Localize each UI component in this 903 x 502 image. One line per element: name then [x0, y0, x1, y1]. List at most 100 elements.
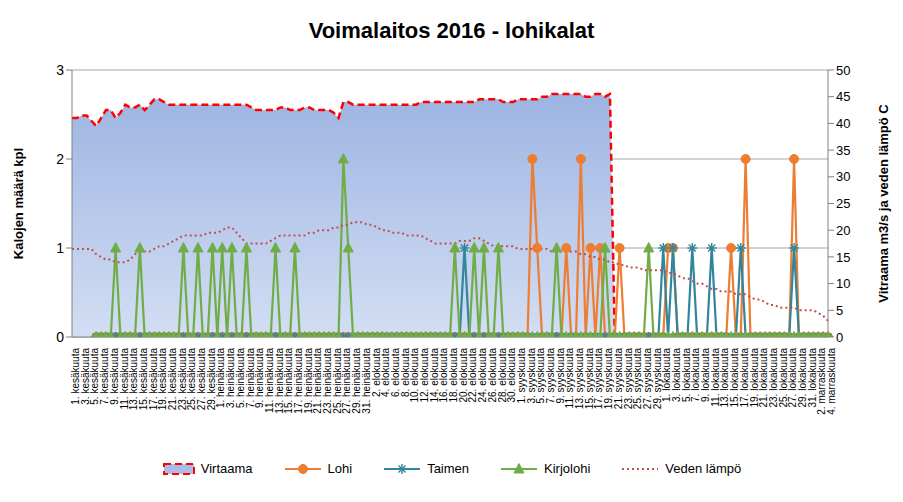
svg-text:15. syyskuuta: 15. syyskuuta — [583, 348, 595, 410]
svg-text:6. elokuuta: 6. elokuuta — [389, 348, 401, 397]
svg-text:1. kesäkuuta: 1. kesäkuuta — [70, 348, 82, 405]
svg-text:5: 5 — [836, 303, 843, 318]
svg-text:11. kesäkuuta: 11. kesäkuuta — [118, 348, 130, 410]
svg-text:35: 35 — [836, 143, 850, 158]
svg-text:18. elokuuta: 18. elokuuta — [448, 348, 460, 403]
svg-text:21. heinäkuuta: 21. heinäkuuta — [312, 348, 324, 414]
svg-text:19. kesäkuuta: 19. kesäkuuta — [157, 348, 169, 411]
svg-text:15. heinäkuuta: 15. heinäkuuta — [283, 348, 295, 414]
svg-text:21. lokakuuta: 21. lokakuuta — [758, 348, 770, 408]
svg-text:10. elokuuta: 10. elokuuta — [409, 348, 421, 403]
svg-text:29. heinäkuuta: 29. heinäkuuta — [351, 348, 363, 414]
svg-text:24. elokuuta: 24. elokuuta — [477, 348, 489, 403]
svg-text:8. elokuuta: 8. elokuuta — [399, 348, 411, 397]
svg-text:3. heinäkuuta: 3. heinäkuuta — [225, 348, 237, 409]
svg-text:0: 0 — [56, 329, 64, 345]
svg-text:27. kesäkuuta: 27. kesäkuuta — [196, 348, 208, 411]
svg-text:15. kesäkuuta: 15. kesäkuuta — [137, 348, 149, 411]
svg-text:17. heinäkuuta: 17. heinäkuuta — [293, 348, 304, 414]
svg-text:Vitraama m3/s ja veden lämpö C: Vitraama m3/s ja veden lämpö C — [876, 104, 891, 303]
svg-text:11. lokakuuta: 11. lokakuuta — [709, 348, 721, 407]
svg-text:25: 25 — [836, 196, 850, 211]
svg-text:17. syyskuuta: 17. syyskuuta — [593, 348, 605, 410]
svg-text:Kalojen määrä kpl: Kalojen määrä kpl — [11, 148, 26, 259]
svg-text:31. lokakuuta: 31. lokakuuta — [806, 348, 818, 408]
html-text:Taimen: Taimen — [427, 461, 470, 476]
svg-text:11. syyskuuta: 11. syyskuuta — [564, 348, 576, 409]
svg-text:20: 20 — [836, 223, 850, 238]
svg-text:16. elokuuta: 16. elokuuta — [438, 348, 450, 403]
svg-text:5. syyskuuta: 5. syyskuuta — [535, 348, 547, 404]
svg-text:7. heinäkuuta: 7. heinäkuuta — [244, 348, 256, 409]
svg-text:27. syyskuuta: 27. syyskuuta — [641, 348, 653, 410]
svg-text:30. elokuuta: 30. elokuuta — [506, 348, 518, 403]
svg-text:25. lokakuuta: 25. lokakuuta — [777, 348, 789, 408]
svg-text:10: 10 — [836, 276, 850, 291]
svg-text:25. heinäkuuta: 25. heinäkuuta — [331, 348, 343, 414]
svg-text:2: 2 — [56, 151, 64, 167]
svg-text:12. elokuuta: 12. elokuuta — [419, 348, 430, 403]
svg-text:9. kesäkuuta: 9. kesäkuuta — [108, 348, 120, 405]
svg-text:9. lokakuuta: 9. lokakuuta — [700, 348, 712, 402]
svg-text:15: 15 — [836, 250, 850, 265]
svg-text:21. syyskuuta: 21. syyskuuta — [612, 348, 624, 410]
svg-text:29. kesäkuuta: 29. kesäkuuta — [205, 348, 217, 411]
svg-text:4. elokuuta: 4. elokuuta — [380, 348, 392, 397]
svg-text:15. lokakuuta: 15. lokakuuta — [729, 348, 741, 408]
svg-text:11. heinäkuuta: 11. heinäkuuta — [263, 348, 275, 413]
svg-text:23. lokakuuta: 23. lokakuuta — [767, 348, 779, 408]
svg-text:17. lokakuuta: 17. lokakuuta — [738, 348, 750, 408]
svg-text:9. heinäkuuta: 9. heinäkuuta — [254, 348, 266, 409]
svg-text:20. elokuuta: 20. elokuuta — [457, 348, 469, 403]
svg-text:14. elokuuta: 14. elokuuta — [428, 348, 440, 403]
svg-text:1. lokakuuta: 1. lokakuuta — [661, 348, 673, 402]
svg-text:13. lokakuuta: 13. lokakuuta — [719, 348, 731, 408]
svg-text:1. heinäkuuta: 1. heinäkuuta — [215, 348, 227, 409]
svg-text:40: 40 — [836, 116, 850, 131]
svg-text:2. marraskuuta: 2. marraskuuta — [816, 348, 828, 415]
svg-text:31. heinäkuuta: 31. heinäkuuta — [360, 348, 372, 414]
svg-text:4. marraskuuta: 4. marraskuuta — [826, 348, 837, 415]
svg-text:22. elokuuta: 22. elokuuta — [467, 348, 479, 403]
svg-text:5. heinäkuuta: 5. heinäkuuta — [234, 348, 246, 409]
svg-text:50: 50 — [836, 63, 850, 78]
svg-text:27. heinäkuuta: 27. heinäkuuta — [341, 348, 353, 414]
svg-text:3: 3 — [56, 62, 64, 78]
svg-text:5. lokakuuta: 5. lokakuuta — [680, 348, 692, 402]
html-text:Voimalaitos 2016 - lohikalat: Voimalaitos 2016 - lohikalat — [308, 18, 595, 43]
html-text:Veden lämpö: Veden lämpö — [665, 461, 742, 476]
svg-text:2. elokuuta: 2. elokuuta — [370, 348, 382, 397]
svg-text:7. kesäkuuta: 7. kesäkuuta — [99, 348, 111, 405]
svg-text:23. heinäkuuta: 23. heinäkuuta — [322, 348, 334, 414]
svg-text:7. syyskuuta: 7. syyskuuta — [545, 348, 556, 404]
svg-text:19. heinäkuuta: 19. heinäkuuta — [302, 348, 314, 414]
svg-text:0: 0 — [836, 330, 843, 345]
svg-text:30: 30 — [836, 169, 850, 184]
svg-text:1. syyskuuta: 1. syyskuuta — [515, 348, 527, 404]
svg-text:19. lokakuuta: 19. lokakuuta — [748, 348, 760, 408]
svg-text:29. syyskuuta: 29. syyskuuta — [651, 348, 663, 410]
svg-text:5. kesäkuuta: 5. kesäkuuta — [89, 348, 101, 405]
svg-text:3. kesäkuuta: 3. kesäkuuta — [79, 348, 91, 405]
svg-text:13. syyskuuta: 13. syyskuuta — [574, 348, 586, 410]
svg-text:26. elokuuta: 26. elokuuta — [486, 348, 498, 403]
svg-text:28. elokuuta: 28. elokuuta — [496, 348, 508, 403]
html-text:Virtaama: Virtaama — [200, 461, 253, 476]
svg-text:3. syyskuuta: 3. syyskuuta — [525, 348, 537, 404]
html-text:Lohi: Lohi — [327, 461, 353, 476]
svg-text:17. kesäkuuta: 17. kesäkuuta — [147, 348, 159, 411]
svg-text:23. syyskuuta: 23. syyskuuta — [622, 348, 634, 410]
svg-text:9. syyskuuta: 9. syyskuuta — [554, 348, 566, 404]
svg-text:25. syyskuuta: 25. syyskuuta — [632, 348, 644, 410]
svg-text:13. heinäkuuta: 13. heinäkuuta — [273, 348, 285, 414]
svg-text:7. lokakuuta: 7. lokakuuta — [690, 348, 702, 402]
svg-text:25. kesäkuuta: 25. kesäkuuta — [186, 348, 198, 411]
svg-text:27. lokakuuta: 27. lokakuuta — [787, 348, 799, 408]
html-text:Kirjolohi: Kirjolohi — [544, 461, 591, 476]
svg-text:1: 1 — [56, 240, 64, 256]
svg-text:23. kesäkuuta: 23. kesäkuuta — [176, 348, 188, 411]
svg-text:19. syyskuuta: 19. syyskuuta — [603, 348, 615, 410]
svg-text:21. kesäkuuta: 21. kesäkuuta — [167, 348, 178, 411]
svg-text:45: 45 — [836, 89, 850, 104]
svg-text:13. kesäkuuta: 13. kesäkuuta — [128, 348, 140, 411]
